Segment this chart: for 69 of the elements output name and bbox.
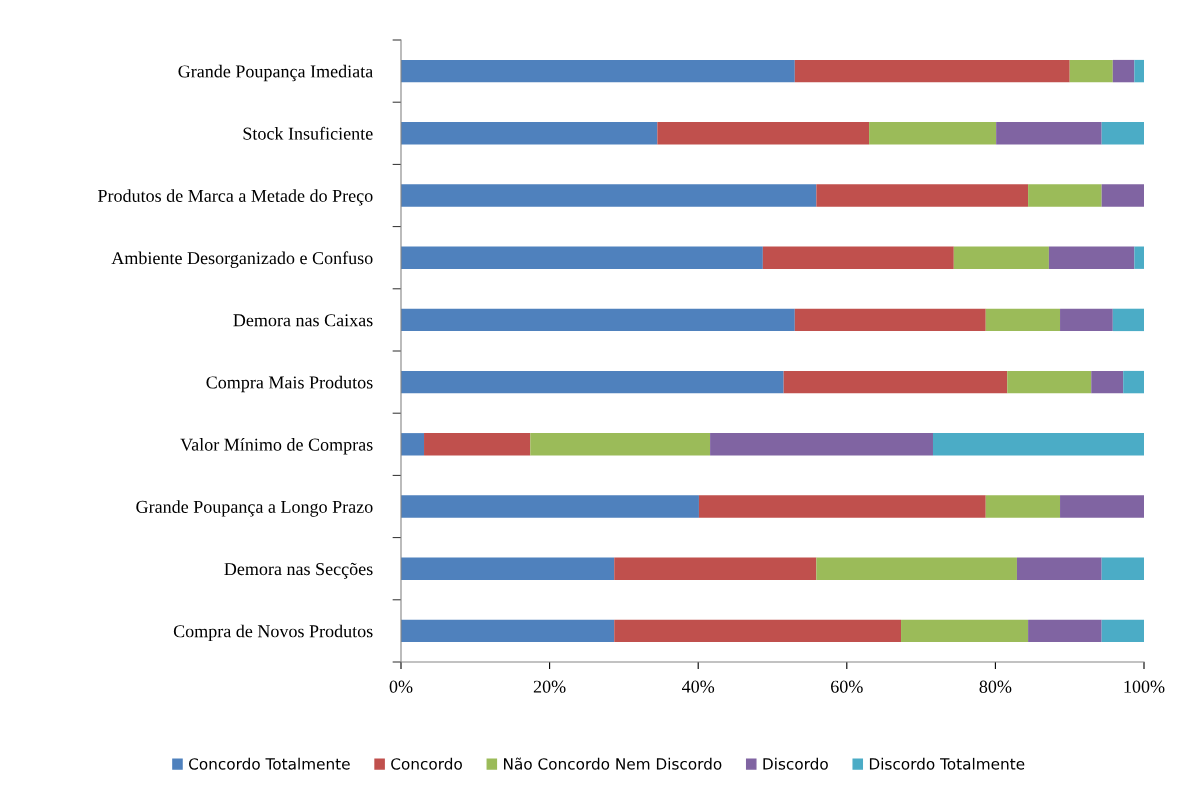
bar — [401, 433, 425, 456]
x-tick-label: 40% — [682, 680, 715, 693]
legend-label: Concordo Totalmente — [189, 757, 350, 770]
legend-label: Discordo — [763, 757, 828, 770]
bar — [816, 557, 1017, 580]
y-tick-label: Demora nas Secções — [224, 562, 373, 579]
y-tick-label: Compra de Novos Produtos — [173, 624, 373, 642]
x-tick-label: 0% — [389, 680, 413, 693]
y-tick-label: Produtos de Marca a Metade do Preço — [97, 189, 373, 206]
bar — [1069, 59, 1113, 83]
legend-label: Não Concordo Nem Discordo — [504, 757, 722, 770]
bar — [762, 246, 954, 269]
legend-label: Concordo — [391, 757, 462, 770]
x-tick-label: 80% — [979, 680, 1012, 693]
bar — [1134, 246, 1144, 269]
bar — [794, 308, 986, 332]
bar — [985, 308, 1061, 332]
bar — [1101, 184, 1144, 207]
bar — [1028, 184, 1102, 207]
bar — [1101, 122, 1144, 145]
bar — [710, 433, 933, 456]
bar — [614, 557, 817, 580]
y-tick-label: Compra Mais Produtos — [206, 375, 373, 393]
bar — [401, 370, 784, 394]
bar — [401, 308, 795, 332]
bar — [401, 246, 763, 269]
legend-label: Discordo Totalmente — [869, 757, 1025, 770]
y-tick-label: Stock Insuficiente — [243, 126, 373, 140]
bar — [1123, 370, 1144, 394]
bar — [996, 122, 1102, 145]
y-tick-label: Grande Poupança a Longo Prazo — [136, 500, 373, 517]
bar — [1016, 557, 1102, 580]
bar — [1060, 308, 1113, 332]
bar — [816, 184, 1029, 207]
bar — [1091, 370, 1124, 394]
bar — [1028, 619, 1102, 643]
bar — [1112, 308, 1144, 332]
bar — [932, 433, 1144, 456]
bar — [953, 246, 1049, 269]
bar — [1134, 59, 1144, 83]
bar — [401, 122, 658, 145]
bar — [424, 433, 531, 456]
y-tick-label: Valor Mínimo de Compras — [180, 438, 373, 455]
bar — [401, 619, 615, 643]
x-tick-label: 20% — [533, 680, 566, 693]
bar — [985, 495, 1061, 518]
bar — [1112, 59, 1135, 83]
bar — [794, 59, 1070, 83]
bar — [401, 557, 615, 580]
bar — [401, 184, 817, 207]
bar — [1101, 619, 1144, 643]
bar — [1048, 246, 1135, 269]
y-tick-label: Ambiente Desorganizado e Confuso — [111, 251, 373, 268]
bar — [869, 122, 997, 145]
x-tick-label: 100% — [1124, 680, 1165, 693]
bar — [1101, 557, 1144, 580]
x-tick-label: 60% — [831, 680, 863, 693]
bar — [1060, 495, 1144, 518]
bar — [783, 370, 1008, 394]
y-tick-label: Demora nas Caixas — [233, 314, 373, 327]
bar — [698, 495, 986, 518]
bar — [657, 122, 870, 145]
bar — [530, 433, 711, 456]
y-tick-label: Grande Poupança Imediata — [178, 64, 373, 82]
bar — [614, 619, 902, 643]
bar — [901, 619, 1029, 643]
bar — [401, 495, 699, 518]
bar — [1007, 370, 1092, 394]
bar — [401, 59, 795, 83]
